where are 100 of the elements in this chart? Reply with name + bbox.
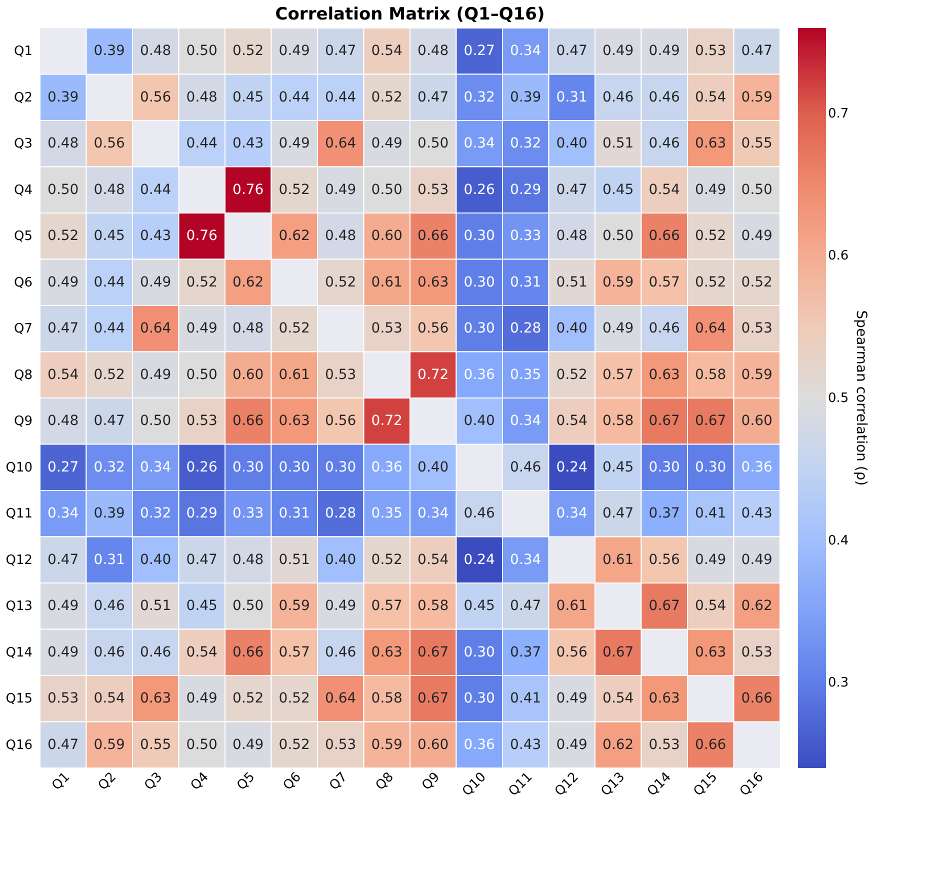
data-label: 0.57 (371, 598, 402, 614)
data-label: 0.49 (741, 228, 772, 244)
data-label: 0.63 (695, 644, 726, 660)
data-label: 0.53 (325, 736, 356, 753)
data-label: 0.36 (464, 736, 496, 753)
data-label: 0.36 (464, 366, 496, 383)
data-label: 0.45 (602, 459, 634, 476)
data-label: 0.53 (371, 320, 402, 337)
data-label: 0.47 (418, 89, 449, 106)
data-label: 0.52 (232, 690, 264, 707)
data-label: 0.66 (232, 413, 264, 430)
y-tick-label: Q10 (6, 460, 32, 476)
data-label: 0.49 (48, 598, 79, 614)
data-label: 0.34 (140, 459, 172, 476)
data-label: 0.60 (371, 228, 402, 244)
data-label: 0.39 (510, 89, 542, 106)
data-label: 0.54 (371, 43, 403, 60)
data-label: 0.57 (602, 366, 634, 383)
data-label: 0.59 (602, 274, 634, 290)
data-label: 0.50 (140, 413, 172, 430)
data-label: 0.56 (140, 89, 172, 106)
data-label: 0.40 (556, 320, 588, 337)
data-label: 0.58 (418, 598, 449, 614)
x-tick-label: Q10 (460, 770, 490, 800)
data-label: 0.53 (418, 182, 449, 198)
data-label: 0.50 (371, 182, 402, 198)
data-label: 0.50 (48, 182, 79, 198)
data-label: 0.30 (695, 459, 726, 476)
data-label: 0.54 (695, 598, 726, 614)
data-label: 0.52 (278, 320, 310, 337)
color-bar-label: 0.3 (828, 676, 849, 691)
data-label: 0.66 (418, 228, 449, 244)
y-tick-label: Q3 (14, 136, 32, 152)
data-label: 0.52 (741, 274, 772, 290)
data-label: 0.52 (278, 690, 310, 707)
data-label: 0.63 (648, 366, 680, 383)
data-label: 0.54 (94, 690, 126, 707)
data-label: 0.29 (186, 506, 218, 522)
data-label: 0.52 (371, 89, 402, 106)
data-label: 0.62 (232, 274, 264, 290)
data-label: 0.60 (418, 736, 449, 753)
data-label: 0.48 (556, 228, 588, 244)
data-label: 0.24 (464, 552, 496, 568)
data-label: 0.52 (695, 274, 726, 290)
data-label: 0.46 (94, 598, 126, 614)
data-label: 0.49 (325, 598, 356, 614)
data-label: 0.47 (602, 506, 634, 522)
data-label: 0.62 (741, 598, 772, 614)
data-label: 0.48 (140, 43, 172, 60)
data-label: 0.49 (140, 366, 172, 383)
data-label: 0.34 (556, 506, 588, 522)
data-label: 0.45 (464, 598, 495, 614)
color-bar-label: 0.7 (828, 106, 849, 122)
data-label: 0.54 (186, 644, 218, 660)
data-label: 0.58 (695, 366, 726, 383)
data-label: 0.32 (94, 459, 125, 476)
data-label: 0.60 (232, 366, 264, 383)
y-tick-label: Q2 (14, 90, 32, 106)
data-label: 0.52 (186, 274, 218, 290)
y-tick-label: Q6 (14, 275, 32, 290)
data-label: 0.61 (556, 598, 588, 614)
data-label: 0.47 (325, 43, 356, 60)
data-label: 0.49 (695, 552, 726, 568)
data-label: 0.54 (648, 182, 680, 198)
data-label: 0.64 (695, 320, 726, 337)
data-label: 0.53 (48, 690, 79, 707)
data-label: 0.35 (510, 366, 542, 383)
data-label: 0.59 (741, 89, 772, 106)
data-label: 0.46 (648, 320, 680, 337)
data-label: 0.50 (186, 366, 218, 383)
data-label: 0.51 (556, 274, 588, 290)
data-label: 0.51 (278, 552, 310, 568)
data-label: 0.50 (186, 43, 218, 60)
data-label: 0.55 (140, 736, 172, 753)
data-label: 0.34 (418, 506, 449, 522)
data-label: 0.41 (695, 506, 726, 522)
data-label: 0.43 (510, 736, 542, 753)
x-tick-label: Q8 (373, 770, 397, 794)
data-label: 0.44 (186, 136, 218, 152)
data-label: 0.60 (741, 413, 772, 430)
data-label: 0.49 (741, 552, 772, 568)
data-label: 0.48 (94, 182, 125, 198)
data-label: 0.51 (602, 136, 634, 152)
data-label: 0.53 (325, 366, 356, 383)
x-tick-label: Q7 (326, 770, 351, 794)
data-label: 0.50 (418, 136, 449, 152)
data-label: 0.30 (278, 459, 310, 476)
data-label: 0.66 (648, 228, 680, 244)
data-label: 0.46 (464, 506, 496, 522)
y-tick-label: Q14 (6, 645, 32, 660)
data-label: 0.36 (371, 459, 403, 476)
color-bar-label: 0.6 (828, 248, 849, 264)
data-label: 0.45 (602, 182, 634, 198)
data-label: 0.26 (186, 459, 218, 476)
data-label: 0.49 (695, 182, 726, 198)
data-label: 0.47 (94, 413, 125, 430)
data-label: 0.62 (602, 736, 634, 753)
data-label: 0.52 (48, 228, 79, 244)
data-label: 0.27 (464, 43, 495, 60)
x-tick-label: Q5 (234, 770, 258, 794)
